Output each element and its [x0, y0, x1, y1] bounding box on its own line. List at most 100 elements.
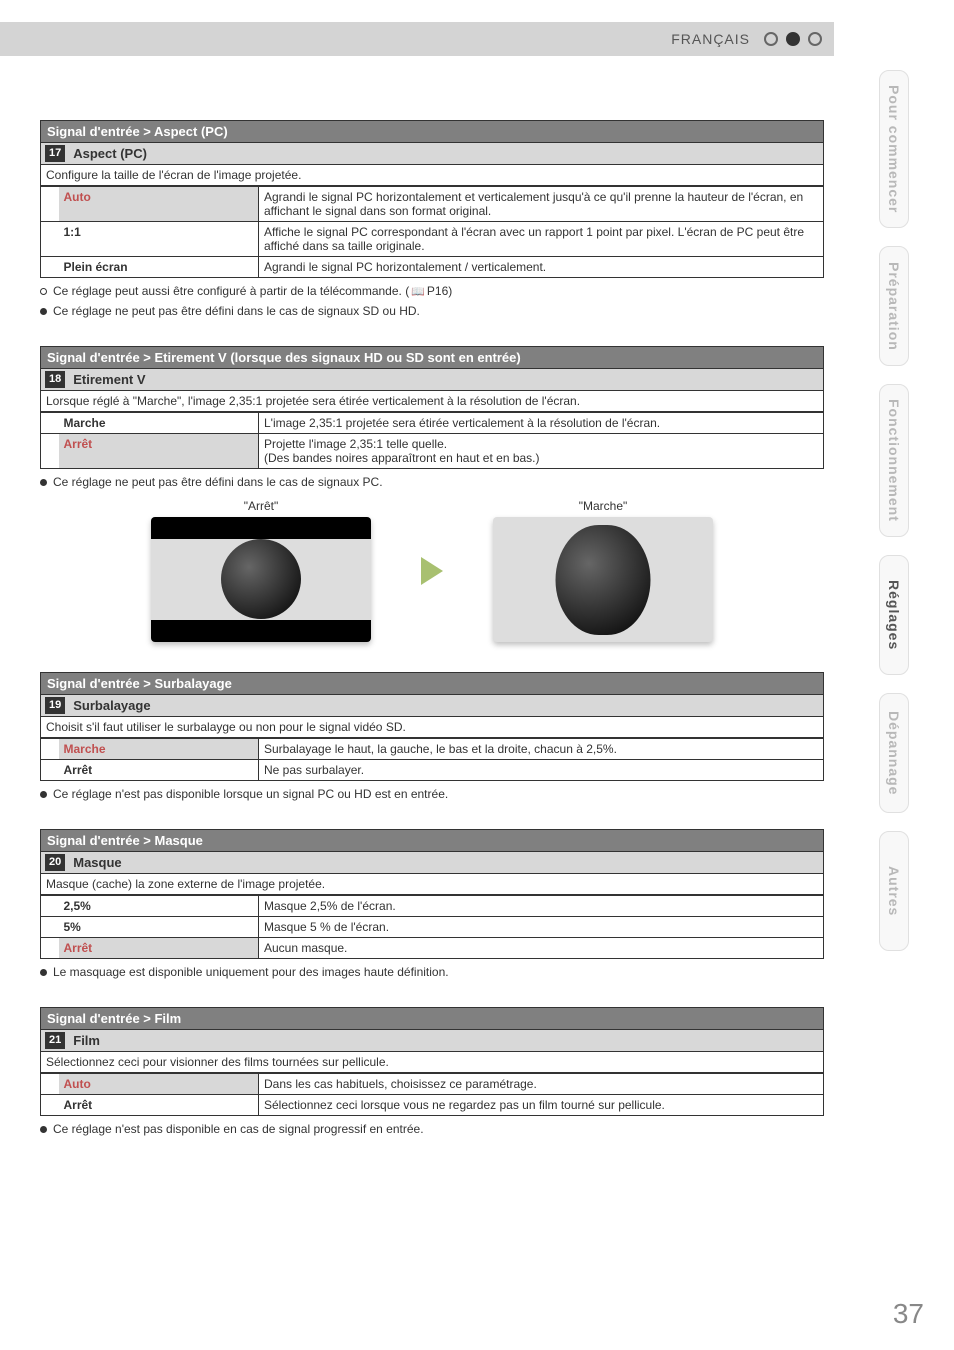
- tab-settings[interactable]: Réglages: [879, 555, 909, 675]
- setting-name: Film: [69, 1030, 823, 1051]
- opt-val: Surbalayage le haut, la gauche, le bas e…: [259, 739, 824, 760]
- illustration-on: "Marche": [493, 499, 713, 642]
- opt-val: Sélectionnez ceci lorsque vous ne regard…: [259, 1095, 824, 1116]
- opt-key: Auto: [59, 187, 259, 222]
- note: Ce réglage peut aussi être configuré à p…: [40, 284, 824, 298]
- setting-name: Etirement V: [69, 369, 823, 390]
- bullet-icon: [40, 1126, 47, 1133]
- section-title: Signal d'entrée > Surbalayage: [40, 672, 824, 695]
- language-label: FRANÇAIS: [671, 31, 750, 47]
- opt-val: Projette l'image 2,35:1 telle quelle. (D…: [259, 434, 824, 469]
- opt-val: L'image 2,35:1 projetée sera étirée vert…: [259, 413, 824, 434]
- illustration-off: "Arrêt": [151, 499, 371, 642]
- setting-name: Masque: [69, 852, 823, 873]
- note: Ce réglage n'est pas disponible lorsque …: [40, 787, 824, 801]
- opt-val: Ne pas surbalayer.: [259, 760, 824, 781]
- tab-preparation[interactable]: Préparation: [879, 246, 909, 366]
- opt-key: 5%: [59, 917, 259, 938]
- bullet-icon: [40, 308, 47, 315]
- opt-val: Aucun masque.: [259, 938, 824, 959]
- section-title: Signal d'entrée > Aspect (PC): [40, 120, 824, 143]
- setting-header: 20 Masque: [40, 852, 824, 874]
- opt-key: Auto: [59, 1074, 259, 1095]
- setting-header: 18 Etirement V: [40, 369, 824, 391]
- illustration-row: "Arrêt" "Marche": [40, 499, 824, 642]
- bullet-icon: [40, 288, 47, 295]
- setting-header: 17 Aspect (PC): [40, 143, 824, 165]
- note-text: Ce réglage ne peut pas être défini dans …: [53, 475, 383, 489]
- opt-val: Affiche le signal PC correspondant à l'é…: [259, 222, 824, 257]
- opt-val: Masque 5 % de l'écran.: [259, 917, 824, 938]
- arrow-right-icon: [421, 557, 443, 585]
- bullet-icon: [40, 969, 47, 976]
- opt-val: Agrandi le signal PC horizontalement et …: [259, 187, 824, 222]
- setting-number: 19: [45, 697, 65, 714]
- opt-key: Arrêt: [59, 760, 259, 781]
- opt-key: Marche: [59, 739, 259, 760]
- setting-desc: Configure la taille de l'écran de l'imag…: [40, 165, 824, 186]
- reference-icon: 📖: [411, 285, 425, 298]
- options-table: AutoDans les cas habituels, choisissez c…: [40, 1073, 824, 1116]
- opt-key: 1:1: [59, 222, 259, 257]
- opt-val: Agrandi le signal PC horizontalement / v…: [259, 257, 824, 278]
- section-title: Signal d'entrée > Masque: [40, 829, 824, 852]
- illus-label: "Arrêt": [244, 499, 279, 513]
- note-text: Ce réglage n'est pas disponible en cas d…: [53, 1122, 424, 1136]
- setting-desc: Masque (cache) la zone externe de l'imag…: [40, 874, 824, 895]
- setting-number: 20: [45, 854, 65, 871]
- header-band: FRANÇAIS: [0, 22, 834, 56]
- setting-name: Aspect (PC): [69, 143, 823, 164]
- tab-troubleshoot[interactable]: Dépannage: [879, 693, 909, 813]
- section-overscan: Signal d'entrée > Surbalayage 19 Surbala…: [40, 672, 824, 801]
- options-table: MarcheL'image 2,35:1 projetée sera étiré…: [40, 412, 824, 469]
- bullet-icon: [40, 479, 47, 486]
- note-text: Ce réglage n'est pas disponible lorsque …: [53, 787, 448, 801]
- opt-key: 2,5%: [59, 896, 259, 917]
- options-table: AutoAgrandi le signal PC horizontalement…: [40, 186, 824, 278]
- note: Ce réglage n'est pas disponible en cas d…: [40, 1122, 824, 1136]
- setting-number: 21: [45, 1032, 65, 1049]
- tab-other[interactable]: Autres: [879, 831, 909, 951]
- section-stretch-v: Signal d'entrée > Etirement V (lorsque d…: [40, 346, 824, 642]
- note: Ce réglage ne peut pas être défini dans …: [40, 475, 824, 489]
- opt-key: Marche: [59, 413, 259, 434]
- dot-indicator-3: [808, 32, 822, 46]
- opt-key: Plein écran: [59, 257, 259, 278]
- note-text: Ce réglage peut aussi être configuré à p…: [53, 284, 452, 298]
- opt-val: Dans les cas habituels, choisissez ce pa…: [259, 1074, 824, 1095]
- tab-operation[interactable]: Fonctionnement: [879, 384, 909, 537]
- note-part: Ce réglage peut aussi être configuré à p…: [53, 284, 409, 298]
- page-number: 37: [893, 1298, 924, 1330]
- section-film: Signal d'entrée > Film 21 Film Sélection…: [40, 1007, 824, 1136]
- opt-key: Arrêt: [59, 1095, 259, 1116]
- note-text: Ce réglage ne peut pas être défini dans …: [53, 304, 420, 318]
- options-table: 2,5%Masque 2,5% de l'écran. 5%Masque 5 %…: [40, 895, 824, 959]
- note: Le masquage est disponible uniquement po…: [40, 965, 824, 979]
- section-mask: Signal d'entrée > Masque 20 Masque Masqu…: [40, 829, 824, 979]
- note-part: P16): [427, 284, 452, 298]
- setting-number: 18: [45, 371, 65, 388]
- side-tabs: Pour commencer Préparation Fonctionnemen…: [834, 0, 954, 1350]
- opt-key: Arrêt: [59, 938, 259, 959]
- section-aspect-pc: Signal d'entrée > Aspect (PC) 17 Aspect …: [40, 120, 824, 318]
- options-table: MarcheSurbalayage le haut, la gauche, le…: [40, 738, 824, 781]
- opt-key: Arrêt: [59, 434, 259, 469]
- setting-desc: Sélectionnez ceci pour visionner des fil…: [40, 1052, 824, 1073]
- dot-indicator-1: [764, 32, 778, 46]
- page-content: Signal d'entrée > Aspect (PC) 17 Aspect …: [40, 120, 824, 1164]
- setting-number: 17: [45, 145, 65, 162]
- illus-label: "Marche": [579, 499, 628, 513]
- setting-desc: Choisit s'il faut utiliser le surbalayge…: [40, 717, 824, 738]
- note-text: Le masquage est disponible uniquement po…: [53, 965, 449, 979]
- setting-header: 21 Film: [40, 1030, 824, 1052]
- tab-start[interactable]: Pour commencer: [879, 70, 909, 228]
- dot-indicator-2: [786, 32, 800, 46]
- screen-letterbox: [151, 517, 371, 642]
- section-title: Signal d'entrée > Film: [40, 1007, 824, 1030]
- screen-stretched: [493, 517, 713, 642]
- section-title: Signal d'entrée > Etirement V (lorsque d…: [40, 346, 824, 369]
- setting-header: 19 Surbalayage: [40, 695, 824, 717]
- setting-name: Surbalayage: [69, 695, 823, 716]
- bullet-icon: [40, 791, 47, 798]
- setting-desc: Lorsque réglé à "Marche", l'image 2,35:1…: [40, 391, 824, 412]
